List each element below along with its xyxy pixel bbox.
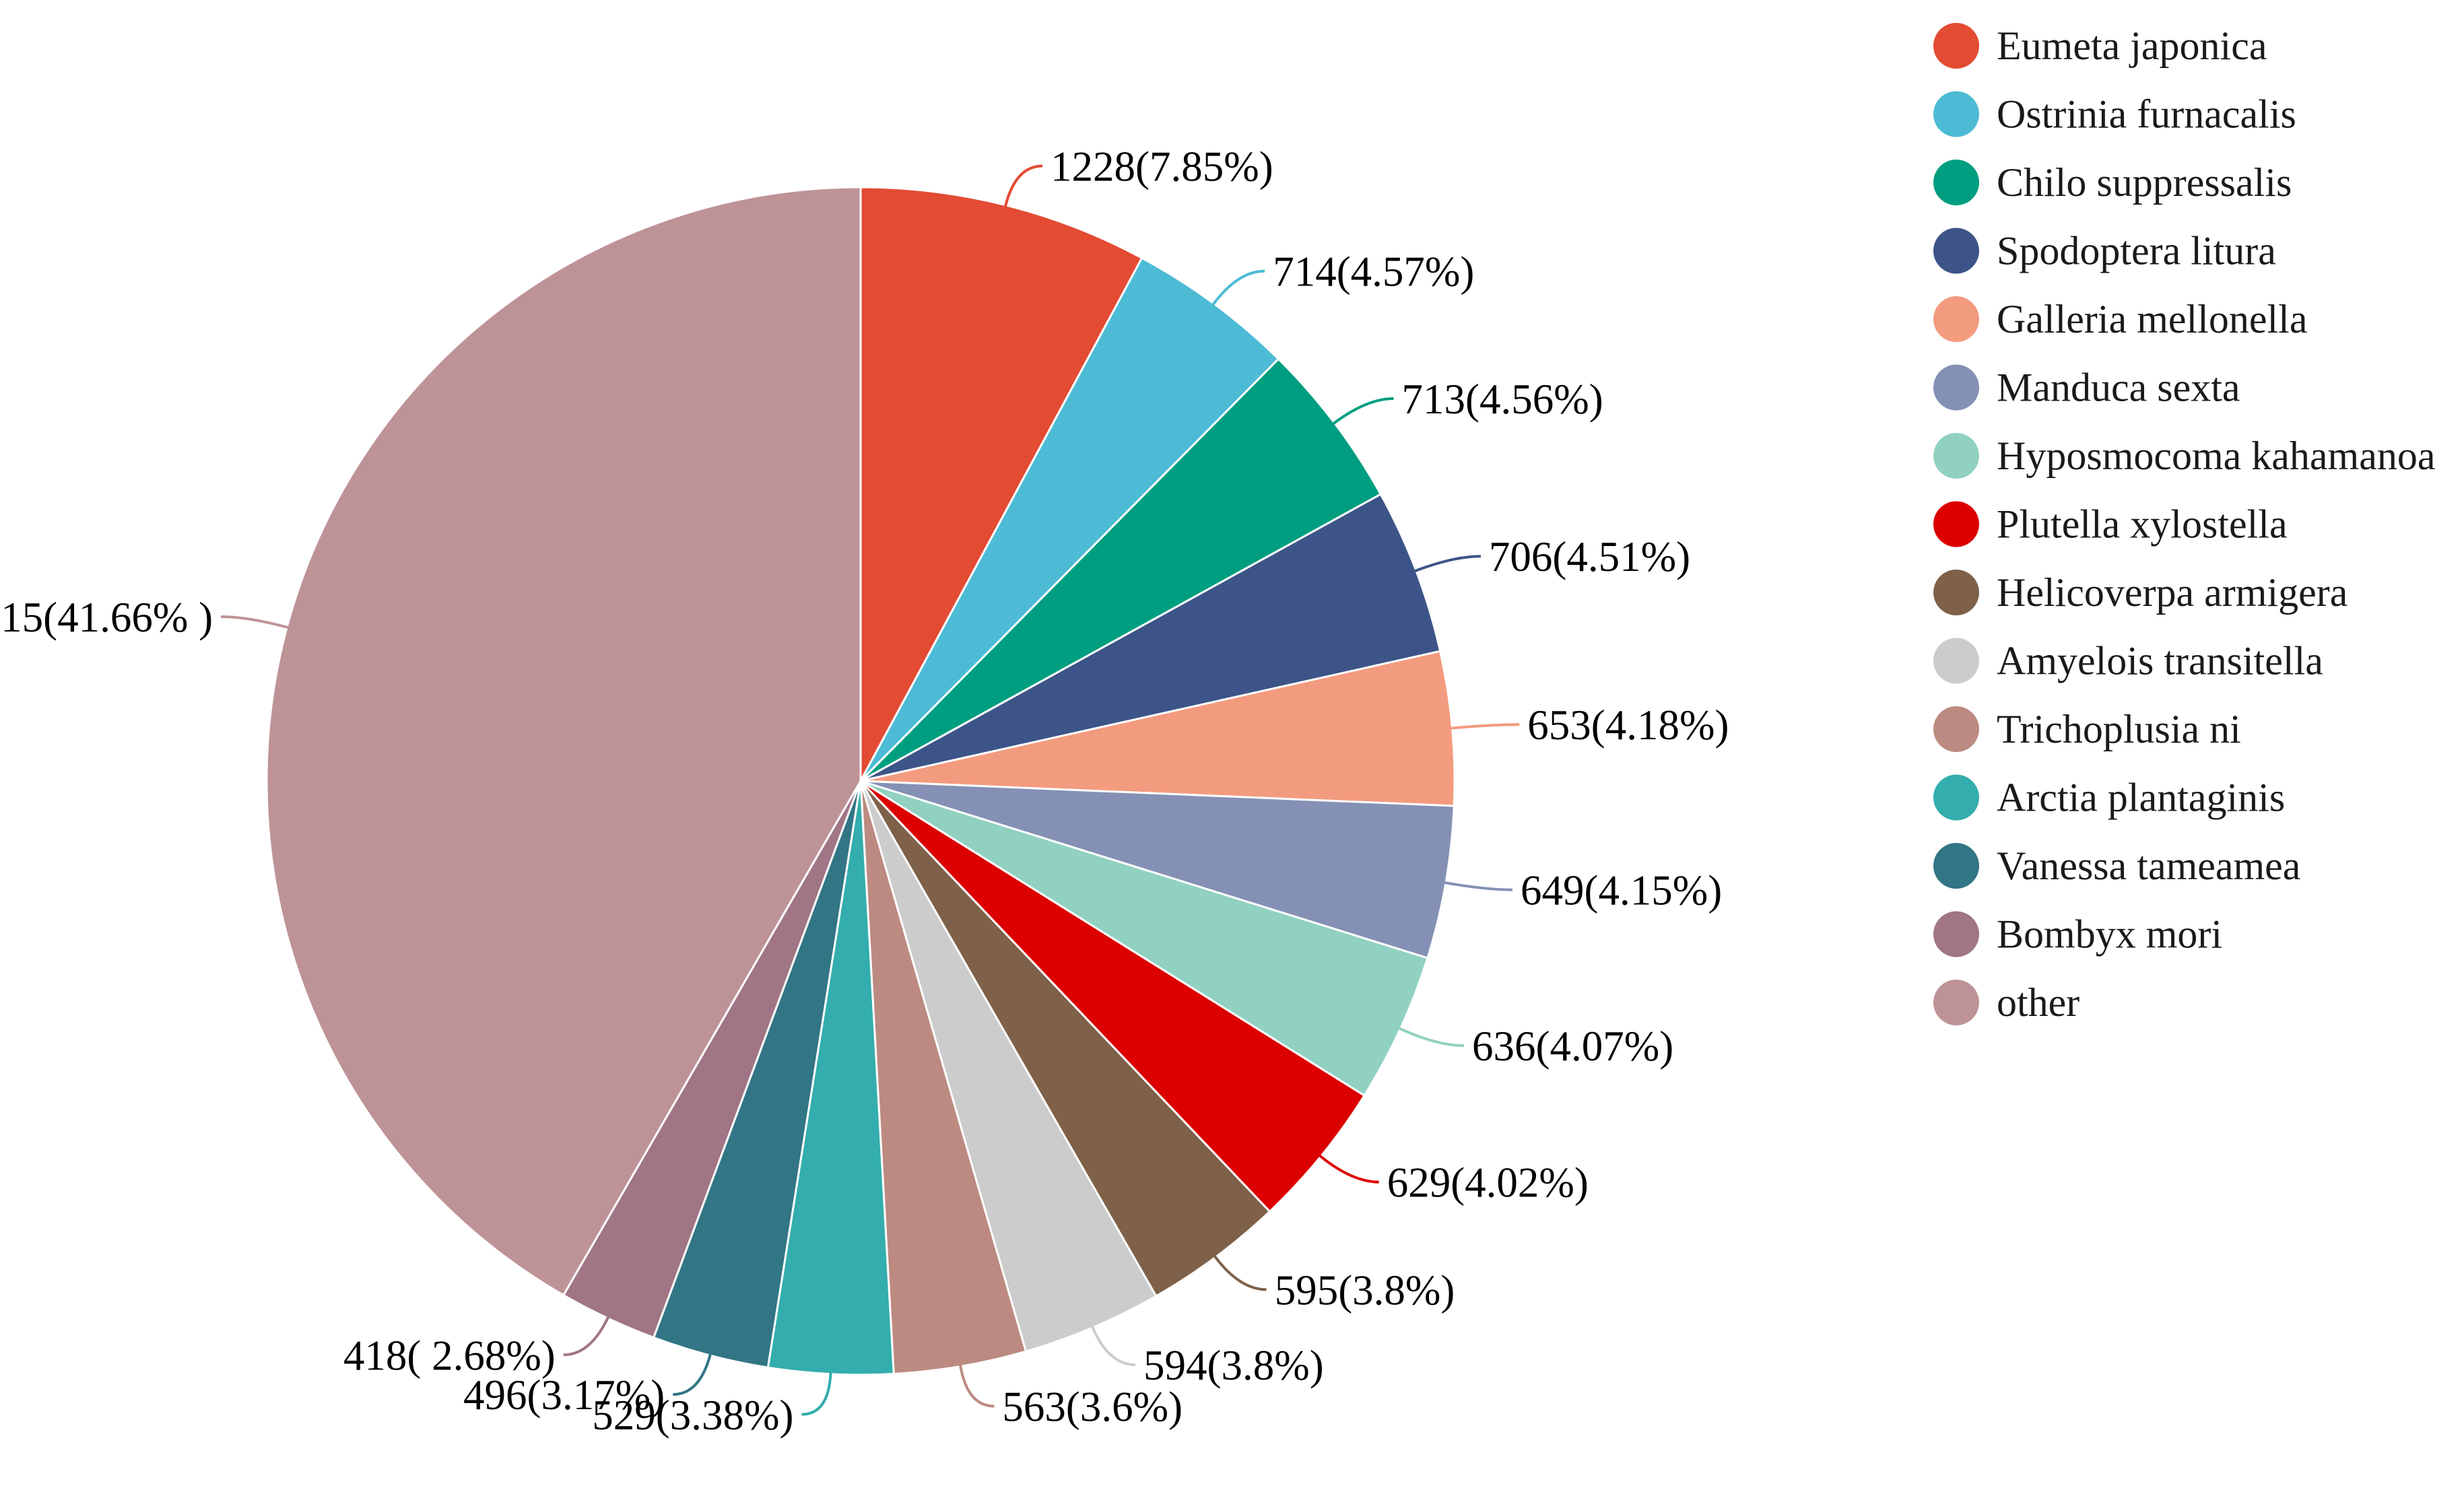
leader-line-plutella-xylostella xyxy=(1319,1154,1379,1184)
legend-item-chilo-suppressalis: Chilo suppressalis xyxy=(1933,160,2292,205)
legend-label-vanessa-tameamea: Vanessa tameamea xyxy=(1997,844,2300,888)
leader-line-bombyx-mori xyxy=(563,1316,610,1357)
leader-line-hyposmocoma-kahamanoa xyxy=(1398,1027,1465,1048)
legend-swatch-trichoplusia-ni xyxy=(1933,706,1979,752)
leader-line-eumeta-japonica xyxy=(1003,164,1043,207)
legend-label-eumeta-japonica: Eumeta japonica xyxy=(1997,24,2267,68)
legend-label-manduca-sexta: Manduca sexta xyxy=(1997,366,2240,410)
legend-label-plutella-xylostella: Plutella xylostella xyxy=(1997,502,2288,547)
leader-line-chilo-suppressalis xyxy=(1332,397,1394,425)
legend-label-amyelois-transitella: Amyelois transitella xyxy=(1997,639,2323,683)
legend-item-helicoverpa-armigera: Helicoverpa armigera xyxy=(1933,570,2348,615)
data-label-helicoverpa-armigera: 595(3.8%) xyxy=(1275,1266,1455,1314)
label-leader-lines xyxy=(221,164,1520,1416)
legend-swatch-arctia-plantaginis xyxy=(1933,774,1979,821)
legend-item-eumeta-japonica: Eumeta japonica xyxy=(1933,23,2267,69)
legend-item-hyposmocoma-kahamanoa: Hyposmocoma kahamanoa xyxy=(1933,433,2435,479)
legend-item-vanessa-tameamea: Vanessa tameamea xyxy=(1933,843,2300,889)
legend-label-arctia-plantaginis: Arctia plantaginis xyxy=(1997,776,2285,820)
leader-line-spodoptera-litura xyxy=(1414,555,1481,573)
data-label-plutella-xylostella: 629(4.02%) xyxy=(1387,1159,1589,1206)
legend-swatch-bombyx-mori xyxy=(1933,911,1979,957)
legend-swatch-ostrinia-furnacalis xyxy=(1933,91,1979,137)
legend-swatch-galleria-mellonella xyxy=(1933,296,1979,342)
legend-item-other: other xyxy=(1933,980,2079,1025)
legend-item-trichoplusia-ni: Trichoplusia ni xyxy=(1933,706,2241,752)
legend-swatch-eumeta-japonica xyxy=(1933,23,1979,69)
data-label-amyelois-transitella: 594(3.8%) xyxy=(1143,1342,1324,1389)
legend-label-spodoptera-litura: Spodoptera litura xyxy=(1997,229,2276,273)
legend-item-bombyx-mori: Bombyx mori xyxy=(1933,911,2222,957)
data-label-hyposmocoma-kahamanoa: 636(4.07%) xyxy=(1472,1023,1673,1070)
legend: Eumeta japonica Ostrinia furnacalis Chilo … xyxy=(1933,23,2435,1025)
legend-label-chilo-suppressalis: Chilo suppressalis xyxy=(1997,160,2292,205)
leader-line-helicoverpa-armigera xyxy=(1213,1255,1267,1291)
legend-swatch-amyelois-transitella xyxy=(1933,638,1979,684)
legend-item-plutella-xylostella: Plutella xylostella xyxy=(1933,501,2288,547)
legend-swatch-other xyxy=(1933,980,1979,1025)
leader-line-amyelois-transitella xyxy=(1090,1326,1136,1367)
leader-line-other xyxy=(221,615,289,630)
data-label-vanessa-tameamea: 496(3.17%) xyxy=(463,1371,665,1419)
legend-label-galleria-mellonella: Galleria mellonella xyxy=(1997,297,2307,341)
legend-item-amyelois-transitella: Amyelois transitella xyxy=(1933,638,2323,684)
data-label-ostrinia-furnacalis: 714(4.57%) xyxy=(1273,248,1474,296)
legend-swatch-hyposmocoma-kahamanoa xyxy=(1933,433,1979,479)
data-label-eumeta-japonica: 1228(7.85%) xyxy=(1051,143,1273,191)
legend-label-hyposmocoma-kahamanoa: Hyposmocoma kahamanoa xyxy=(1997,434,2435,478)
legend-swatch-manduca-sexta xyxy=(1933,364,1979,411)
data-label-chilo-suppressalis: 713(4.56%) xyxy=(1402,376,1603,423)
data-label-arctia-plantaginis: 529(3.38%) xyxy=(592,1392,793,1439)
slice-labels: 1228(7.85%) 714(4.57%) 713(4.56%) 706(4.51%… xyxy=(0,143,1729,1439)
data-label-spodoptera-litura: 706(4.51%) xyxy=(1489,533,1690,580)
legend-item-arctia-plantaginis: Arctia plantaginis xyxy=(1933,774,2285,821)
legend-label-ostrinia-furnacalis: Ostrinia furnacalis xyxy=(1997,92,2296,137)
legend-item-spodoptera-litura: Spodoptera litura xyxy=(1933,228,2276,274)
legend-swatch-helicoverpa-armigera xyxy=(1933,570,1979,615)
legend-swatch-chilo-suppressalis xyxy=(1933,160,1979,205)
legend-swatch-plutella-xylostella xyxy=(1933,501,1979,547)
legend-item-galleria-mellonella: Galleria mellonella xyxy=(1933,296,2307,342)
data-label-galleria-mellonella: 653(4.18%) xyxy=(1527,702,1729,749)
legend-item-manduca-sexta: Manduca sexta xyxy=(1933,364,2240,411)
data-label-bombyx-mori: 418( 2.68%) xyxy=(343,1332,556,1379)
data-label-manduca-sexta: 649(4.15%) xyxy=(1521,867,1722,914)
legend-label-other: other xyxy=(1997,980,2079,1025)
legend-swatch-spodoptera-litura xyxy=(1933,228,1979,274)
leader-line-arctia-plantaginis xyxy=(801,1372,832,1416)
leader-line-manduca-sexta xyxy=(1444,881,1513,891)
legend-swatch-vanessa-tameamea xyxy=(1933,843,1979,889)
leader-line-ostrinia-furnacalis xyxy=(1211,269,1265,306)
leader-line-galleria-mellonella xyxy=(1451,723,1520,730)
data-label-trichoplusia-ni: 563(3.6%) xyxy=(1002,1384,1183,1431)
legend-label-bombyx-mori: Bombyx mori xyxy=(1997,912,2222,957)
legend-label-helicoverpa-armigera: Helicoverpa armigera xyxy=(1997,570,2348,615)
leader-line-trichoplusia-ni xyxy=(959,1365,995,1408)
legend-item-ostrinia-furnacalis: Ostrinia furnacalis xyxy=(1933,91,2296,137)
leader-line-vanessa-tameamea xyxy=(673,1353,712,1396)
data-label-other: 6515(41.66% ) xyxy=(0,594,213,641)
legend-label-trichoplusia-ni: Trichoplusia ni xyxy=(1997,707,2241,751)
pie-slices xyxy=(265,186,1456,1376)
